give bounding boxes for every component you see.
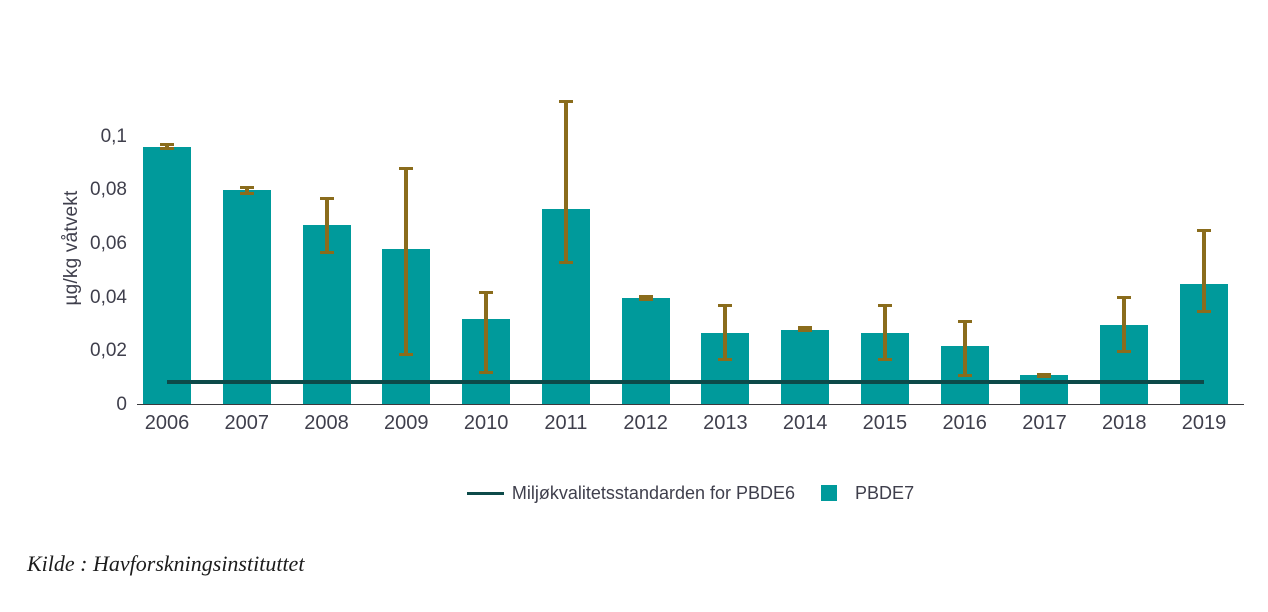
y-tick-label: 0,1 bbox=[100, 125, 127, 147]
error-bar-cap bbox=[718, 357, 733, 361]
y-tick-label: 0 bbox=[116, 394, 127, 415]
legend-item-reference-line[interactable]: Miljøkvalitetsstandarden for PBDE6 bbox=[466, 482, 796, 504]
error-bar-2006 bbox=[165, 144, 169, 149]
source-citation: Kilde : Havforskningsinstituttet bbox=[27, 551, 305, 576]
error-bar-2018 bbox=[1122, 297, 1127, 352]
error-bar-2008 bbox=[324, 198, 329, 253]
error-bar-cap bbox=[798, 328, 813, 332]
x-tick-label-2008: 2008 bbox=[304, 412, 349, 434]
error-bar-cap bbox=[957, 320, 972, 324]
error-bar-cap bbox=[957, 373, 972, 377]
error-bar-2019 bbox=[1202, 230, 1206, 312]
bar-series-swatch-icon bbox=[821, 485, 838, 501]
error-bar-cap bbox=[558, 261, 573, 265]
error-bar-cap bbox=[1197, 229, 1211, 233]
x-tick-label-2010: 2010 bbox=[463, 412, 509, 434]
x-tick-label-2016: 2016 bbox=[942, 412, 987, 434]
bar-2012[interactable] bbox=[621, 297, 670, 405]
error-bar-cap bbox=[239, 186, 254, 190]
error-bar-cap bbox=[399, 167, 414, 171]
x-tick-label-2019: 2019 bbox=[1181, 412, 1227, 434]
x-tick-label-2014: 2014 bbox=[782, 412, 828, 434]
error-bar-2010 bbox=[484, 292, 489, 373]
error-bar-2013 bbox=[723, 305, 728, 360]
reference-line-swatch-icon bbox=[466, 491, 504, 495]
x-tick-label-2013: 2013 bbox=[703, 412, 748, 434]
legend-item-pbde7[interactable]: PBDE7 bbox=[821, 483, 914, 504]
x-tick-label-2007: 2007 bbox=[224, 412, 270, 434]
error-bar-cap bbox=[1037, 373, 1052, 377]
error-bar-cap bbox=[479, 371, 494, 375]
error-bar-cap bbox=[319, 250, 334, 254]
plot-area bbox=[137, 83, 1244, 405]
y-tick-label: 0,02 bbox=[90, 340, 127, 362]
error-bar-cap bbox=[479, 290, 494, 294]
bar-2008[interactable] bbox=[302, 225, 351, 405]
error-bar-cap bbox=[160, 143, 174, 147]
error-bar-2007 bbox=[244, 187, 249, 193]
y-tick-label: 0,04 bbox=[90, 286, 127, 308]
error-bar-cap bbox=[1117, 349, 1132, 353]
reference-line bbox=[167, 380, 1204, 385]
x-tick-label-2011: 2011 bbox=[544, 412, 588, 434]
x-tick-label-2006: 2006 bbox=[144, 412, 190, 434]
error-bar-cap bbox=[877, 304, 892, 308]
x-tick-label-2015: 2015 bbox=[862, 412, 908, 434]
bar-2007[interactable] bbox=[222, 190, 271, 405]
y-tick-label: 0,06 bbox=[90, 233, 127, 254]
error-bar-cap bbox=[1197, 309, 1211, 313]
legend-label-pbde7: PBDE7 bbox=[855, 482, 915, 503]
error-bar-cap bbox=[638, 297, 653, 301]
x-axis-line bbox=[137, 404, 1244, 405]
x-tick-label-2012: 2012 bbox=[623, 412, 668, 434]
error-bar-cap bbox=[718, 304, 733, 308]
error-bar-cap bbox=[877, 357, 892, 361]
x-tick-label-2017: 2017 bbox=[1022, 412, 1067, 434]
error-bar-2015 bbox=[882, 305, 887, 360]
bar-2006[interactable] bbox=[143, 147, 191, 405]
error-bar-2011 bbox=[563, 101, 568, 263]
error-bar-cap bbox=[239, 191, 254, 195]
error-bar-cap bbox=[399, 352, 414, 356]
error-bar-2016 bbox=[962, 321, 967, 376]
error-bar-cap bbox=[558, 100, 573, 104]
x-tick-label-2018: 2018 bbox=[1101, 412, 1147, 434]
error-bar-cap bbox=[1117, 296, 1132, 300]
error-bar-cap bbox=[1037, 375, 1052, 379]
error-bar-2009 bbox=[404, 168, 409, 354]
legend: Miljøkvalitetsstandarden for PBDE6 PBDE7 bbox=[137, 481, 1244, 505]
error-bar-cap bbox=[798, 326, 813, 330]
legend-label-reference-line: Miljøkvalitetsstandarden for PBDE6 bbox=[511, 482, 796, 503]
y-tick-label: 0,08 bbox=[90, 179, 127, 201]
error-bar-cap bbox=[638, 294, 653, 298]
error-bar-cap bbox=[319, 196, 334, 200]
x-tick-label-2009: 2009 bbox=[384, 412, 429, 434]
error-bar-cap bbox=[160, 147, 174, 151]
bar-2014[interactable] bbox=[781, 329, 830, 405]
